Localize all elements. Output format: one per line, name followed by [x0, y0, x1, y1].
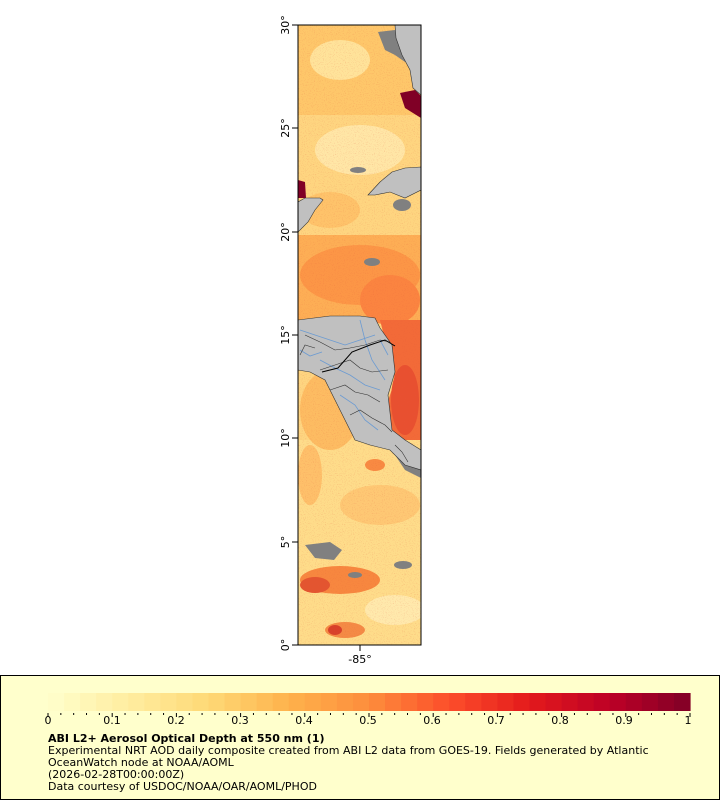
- lat-tick-label: 30°: [279, 15, 292, 35]
- colorbar-cell: [417, 693, 434, 711]
- lat-tick-label: 0°: [279, 639, 292, 652]
- colorbar-cell: [481, 693, 498, 711]
- lat-tick-label: 25°: [279, 118, 292, 138]
- lat-tick-label: 20°: [279, 222, 292, 242]
- colorbar-cell: [256, 693, 274, 711]
- rivers: [299, 319, 389, 431]
- colorbar: 0 0.1 0.2 0.3 0.4 0.5 0.6 0.7 0.8 0.9 1: [45, 693, 692, 727]
- border-bold: [321, 339, 396, 373]
- high-aod-spots: [298, 90, 421, 198]
- colorbar-cell: [449, 693, 466, 711]
- colorbar-tick-label: 0: [45, 714, 52, 727]
- colorbar-cell: [272, 693, 290, 711]
- legend-text: ABI L2+ Aerosol Optical Depth at 550 nm …: [48, 733, 688, 793]
- map-figure: 30° 25° 20° 15° 10° 5° 0° -85°: [279, 15, 425, 666]
- colorbar-cell: [288, 693, 306, 711]
- colorbar-cell: [304, 693, 322, 711]
- colorbar-cell: [609, 693, 627, 711]
- colorbar-tick-label: 0.4: [295, 714, 313, 727]
- legend-credit: Data courtesy of USDOC/NOAA/OAR/AOML/PHO…: [48, 780, 317, 793]
- colorbar-cell: [176, 693, 194, 711]
- colorbar-cell: [497, 693, 515, 711]
- legend-timestamp: (2026-02-28T00:00:00Z): [48, 768, 185, 781]
- colorbar-cell: [577, 693, 595, 711]
- lat-tick-label: 10°: [279, 428, 292, 448]
- colorbar-cell: [192, 693, 210, 711]
- lon-axis: -85°: [348, 645, 372, 666]
- lon-tick-label: -85°: [348, 653, 371, 666]
- colorbar-cell: [80, 693, 97, 711]
- colorbar-cell: [465, 693, 482, 711]
- colorbar-cell: [529, 693, 547, 711]
- colorbar-tick-label: 0.7: [487, 714, 505, 727]
- colorbar-cell: [513, 693, 531, 711]
- colorbar-cell: [657, 693, 675, 711]
- colorbar-cell: [64, 693, 81, 711]
- colorbar-cell: [224, 693, 242, 711]
- colorbar-cell: [336, 693, 354, 711]
- colorbar-cell: [160, 693, 177, 711]
- country-borders: [299, 334, 409, 463]
- colorbar-tick-label: 0.2: [167, 714, 185, 727]
- colorbar-cell: [208, 693, 226, 711]
- colorbar-tick-label: 0.6: [423, 714, 441, 727]
- colorbar-cell: [561, 693, 579, 711]
- colorbar-cell: [144, 693, 161, 711]
- colorbar-cell: [673, 693, 691, 711]
- colorbar-tick-label: 1: [685, 714, 692, 727]
- legend-description: Experimental NRT AOD daily composite cre…: [48, 744, 649, 769]
- colorbar-cell: [385, 693, 402, 711]
- colorbar-cell: [240, 693, 258, 711]
- colorbar-cell: [96, 693, 113, 711]
- legend-title: ABI L2+ Aerosol Optical Depth at 550 nm …: [48, 732, 325, 745]
- colorbar-tick-label: 0.3: [231, 714, 249, 727]
- colorbar-cell: [593, 693, 611, 711]
- colorbar-cell: [112, 693, 129, 711]
- colorbar-tick-label: 0.8: [551, 714, 569, 727]
- colorbar-cell: [545, 693, 563, 711]
- lat-axis: 30° 25° 20° 15° 10° 5° 0°: [279, 15, 298, 651]
- colorbar-cell: [369, 693, 386, 711]
- legend-panel: 0 0.1 0.2 0.3 0.4 0.5 0.6 0.7 0.8 0.9 1 …: [0, 675, 720, 800]
- lat-tick-label: 5°: [279, 536, 292, 549]
- colorbar-labels: 0 0.1 0.2 0.3 0.4 0.5 0.6 0.7 0.8 0.9 1: [45, 714, 692, 727]
- colorbar-cells: [48, 693, 691, 711]
- map-panel[interactable]: [298, 25, 425, 645]
- colorbar-tick-label: 0.9: [615, 714, 633, 727]
- colorbar-cell: [320, 693, 338, 711]
- colorbar-cell: [401, 693, 418, 711]
- colorbar-cell: [641, 693, 659, 711]
- colorbar-tick-label: 0.5: [359, 714, 377, 727]
- colorbar-tick-label: 0.1: [103, 714, 121, 727]
- colorbar-cell: [433, 693, 450, 711]
- colorbar-ticks: [47, 713, 691, 717]
- colorbar-cell: [625, 693, 643, 711]
- colorbar-cell: [128, 693, 145, 711]
- colorbar-cell: [48, 693, 65, 711]
- lat-tick-label: 15°: [279, 325, 292, 345]
- colorbar-cell: [352, 693, 370, 711]
